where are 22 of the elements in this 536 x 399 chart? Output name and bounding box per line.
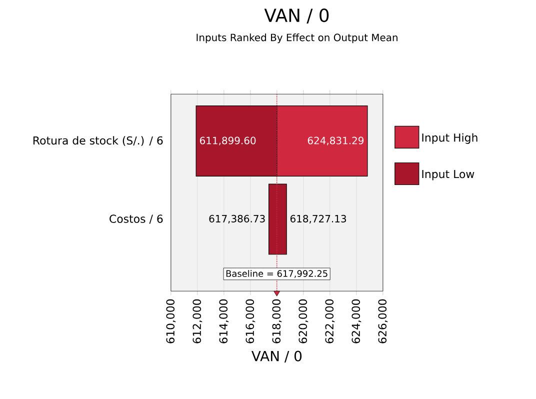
bar: [268, 184, 287, 255]
annotation: 624,831.29: [308, 136, 364, 146]
x-tick-label: 614,000: [219, 299, 229, 344]
x-tick-label: 618,000: [272, 299, 282, 344]
x-tick-label: 616,000: [246, 299, 256, 344]
chart-title: VAN / 0: [264, 8, 329, 24]
y-tick-label: Rotura de stock (S/.) / 6: [33, 136, 163, 146]
x-tick-label: 620,000: [298, 299, 308, 344]
chart-subtitle: Inputs Ranked By Effect on Output Mean: [196, 34, 398, 44]
annotation: 618,727.13: [290, 214, 346, 224]
x-tick-label: 624,000: [352, 299, 362, 344]
x-tick-label: 612,000: [192, 299, 202, 344]
legend-label: Input Low: [422, 170, 474, 180]
x-tick-label: 622,000: [325, 299, 335, 344]
y-tick-label: Costos / 6: [110, 214, 163, 224]
annotation: 611,899.60: [200, 136, 256, 146]
x-axis-title: VAN / 0: [252, 350, 302, 362]
x-tick-label: 610,000: [166, 299, 176, 344]
annotation: 617,386.73: [209, 214, 265, 224]
x-tick-label: 626,000: [378, 299, 388, 344]
ref-line-label: Baseline = 617,992.25: [226, 270, 328, 278]
legend-label: Input High: [422, 133, 478, 144]
